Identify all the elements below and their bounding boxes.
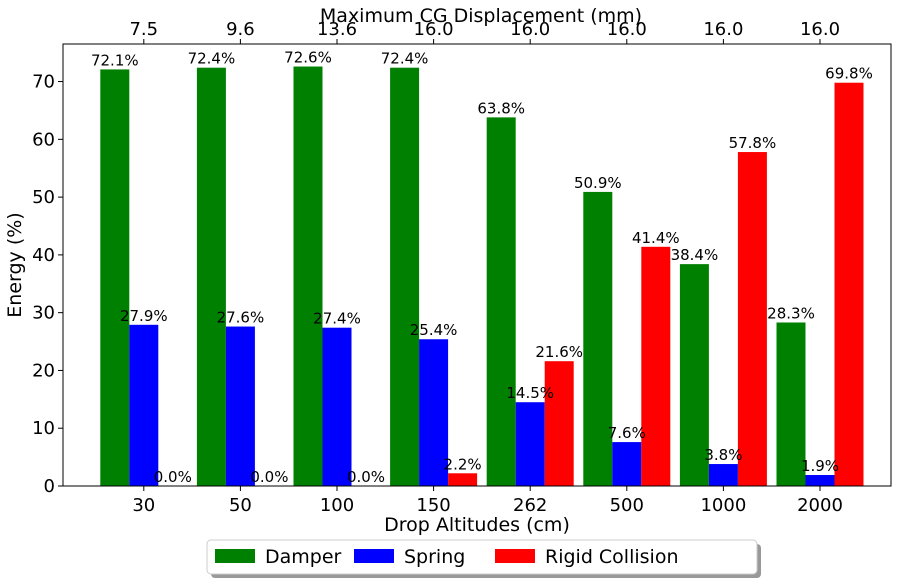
ticks-layer: 0 10 20 30 40 50 60 70 30 50 100 150 262 500 1000 2000 7…	[32, 19, 843, 516]
y-tick-label: 20	[32, 360, 55, 381]
x-tick-label: 150	[416, 495, 450, 516]
bar-value-label: 27.4%	[313, 310, 361, 328]
bar-damper-150	[390, 67, 420, 486]
top-tick-label: 9.6	[226, 19, 255, 40]
y-axis-title: Energy (%)	[4, 212, 26, 317]
bar-spring-262	[515, 402, 545, 486]
bar-value-label: 3.8%	[704, 446, 742, 464]
legend-label: Damper	[265, 546, 342, 568]
bar-labels-layer: 72.1% 72.4% 72.6% 72.4% 63.8% 50.9% 38.4% 28.3%…	[91, 49, 873, 486]
bar-damper-2000	[776, 322, 806, 486]
legend-label: Spring	[404, 546, 465, 568]
bar-spring-1000	[708, 464, 738, 486]
bar-spring-30	[129, 324, 159, 486]
legend-box	[206, 539, 758, 575]
y-tick-label: 10	[32, 418, 55, 439]
y-tick-label: 50	[32, 187, 55, 208]
bar-rigid-collision-150	[448, 473, 478, 486]
top-tick-label: 16.0	[510, 19, 550, 40]
bar-value-label: 0.0%	[154, 468, 192, 486]
x-tick-label: 50	[229, 495, 252, 516]
bar-value-label: 72.4%	[188, 50, 236, 68]
top-axis-title: Maximum CG Displacement (mm)	[320, 5, 642, 27]
bar-spring-2000	[805, 475, 835, 486]
bar-rigid-collision-262	[544, 361, 574, 486]
x-axis-title: Drop Altitudes (cm)	[384, 514, 570, 536]
bar-damper-50	[196, 67, 226, 486]
bar-value-label: 1.9%	[801, 457, 839, 475]
y-tick-label: 40	[32, 245, 55, 266]
bar-value-label: 41.4%	[632, 229, 680, 247]
bar-value-label: 28.3%	[767, 304, 815, 322]
legend-swatch	[495, 549, 535, 563]
bar-value-label: 27.9%	[120, 307, 168, 325]
legend: Damper Spring Rigid Collision	[206, 539, 761, 578]
bar-value-label: 72.1%	[91, 51, 139, 69]
bar-value-label: 0.0%	[347, 468, 385, 486]
y-tick-label: 60	[32, 129, 55, 150]
x-tick-label: 100	[320, 495, 354, 516]
x-tick-label: 2000	[797, 495, 843, 516]
legend-swatch	[354, 549, 394, 563]
top-tick-label: 16.0	[607, 19, 647, 40]
top-tick-label: 13.6	[317, 19, 357, 40]
x-tick-label: 30	[132, 495, 155, 516]
top-tick-label: 16.0	[703, 19, 743, 40]
legend-items: Damper Spring Rigid Collision	[215, 546, 679, 568]
bar-rigid-collision-2000	[834, 82, 864, 486]
top-tick-label: 16.0	[414, 19, 454, 40]
bar-value-label: 69.8%	[825, 65, 873, 83]
top-tick-label: 16.0	[800, 19, 840, 40]
bar-damper-500	[583, 191, 613, 486]
bar-spring-100	[322, 327, 352, 486]
bar-damper-100	[293, 66, 323, 487]
bar-value-label: 2.2%	[444, 455, 482, 473]
bar-value-label: 72.4%	[381, 50, 429, 68]
bar-value-label: 14.5%	[506, 384, 554, 402]
y-tick-label: 70	[32, 72, 55, 93]
bar-spring-50	[225, 326, 255, 486]
bar-value-label: 63.8%	[477, 99, 525, 117]
bar-value-label: 7.6%	[608, 424, 646, 442]
bar-spring-150	[419, 339, 449, 486]
legend-label: Rigid Collision	[545, 546, 679, 568]
top-tick-label: 7.5	[129, 19, 158, 40]
bar-value-label: 0.0%	[250, 468, 288, 486]
bar-damper-262	[486, 117, 516, 486]
y-tick-label: 0	[44, 476, 55, 497]
plot-frame	[62, 43, 892, 487]
bar-value-label: 38.4%	[671, 246, 719, 264]
bar-value-label: 72.6%	[284, 49, 332, 67]
x-tick-label: 1000	[700, 495, 746, 516]
bar-damper-1000	[679, 264, 709, 486]
y-tick-label: 30	[32, 303, 55, 324]
bar-value-label: 25.4%	[410, 321, 458, 339]
bar-rigid-collision-1000	[737, 152, 767, 487]
bar-value-label: 27.6%	[217, 309, 265, 327]
bar-spring-500	[612, 442, 642, 486]
bar-rigid-collision-500	[641, 246, 671, 486]
bars-layer	[100, 66, 864, 487]
bar-value-label: 50.9%	[574, 174, 622, 192]
bar-value-label: 57.8%	[729, 134, 777, 152]
x-tick-label: 500	[610, 495, 644, 516]
bar-value-label: 21.6%	[535, 343, 583, 361]
legend-swatch	[215, 549, 255, 563]
x-tick-label: 262	[513, 495, 547, 516]
bar-damper-30	[100, 69, 130, 486]
